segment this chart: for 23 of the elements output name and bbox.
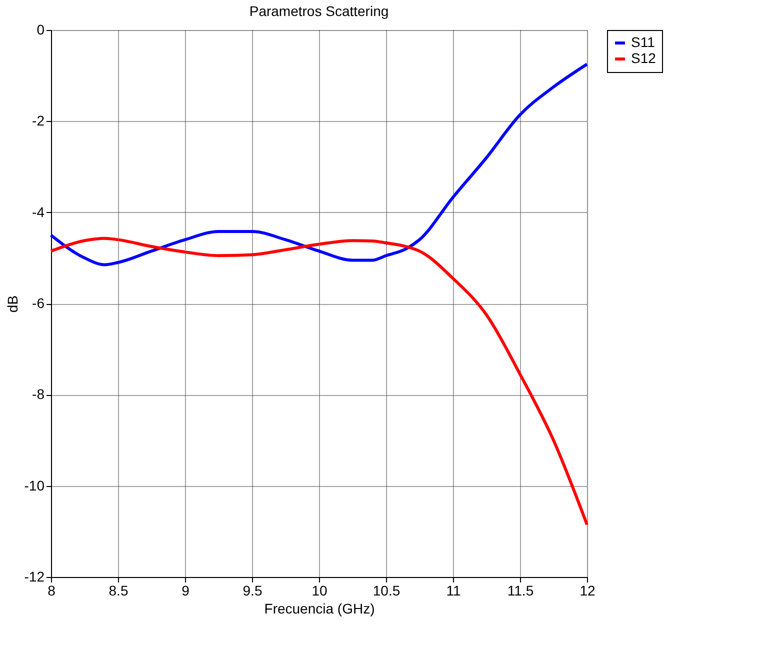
- line-series: [50, 62, 588, 266]
- y-tick-label: -12: [24, 568, 45, 584]
- x-axis-title: Frecuencia (GHz): [264, 600, 375, 616]
- x-tick-label: 10.5: [372, 582, 400, 598]
- y-tick-label: -2: [32, 112, 45, 129]
- y-tick-label: -6: [32, 295, 45, 311]
- x-tick-label: 11.5: [507, 582, 534, 598]
- y-tick-label: 0: [36, 22, 45, 38]
- x-tick-label: 10: [312, 582, 328, 598]
- x-tick-label: 11: [446, 582, 461, 598]
- x-tick-label: 8: [48, 582, 56, 598]
- y-tick-label: -10: [24, 477, 45, 494]
- x-tick-label: 12: [580, 582, 596, 598]
- legend-label: S11: [631, 34, 656, 50]
- y-tick-label: -8: [32, 386, 45, 402]
- y-axis-title: dB: [4, 295, 20, 313]
- x-tick-label: 9: [182, 582, 190, 598]
- y-tick-label: -4: [32, 204, 45, 220]
- x-tick-label: 9.5: [242, 582, 262, 598]
- chart-title: Parametros Scattering: [249, 3, 389, 19]
- line-series: [50, 236, 588, 526]
- x-tick-label: 8.5: [108, 582, 128, 598]
- legend-label: S12: [631, 50, 656, 66]
